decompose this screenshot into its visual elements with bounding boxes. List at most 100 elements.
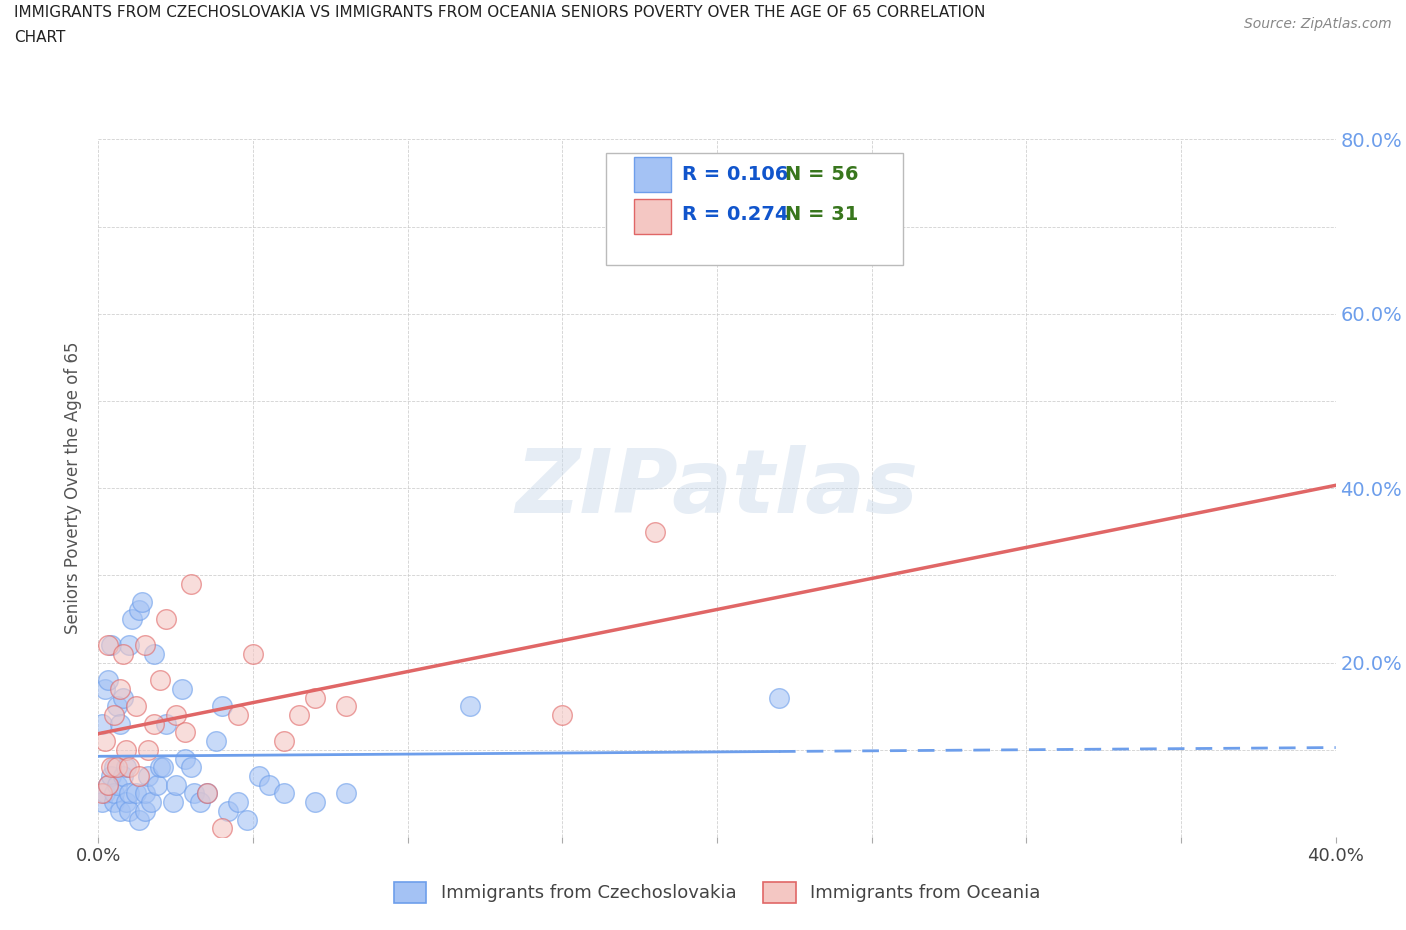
Point <box>128 812 150 827</box>
Point <box>162 794 184 809</box>
Point <box>551 708 574 723</box>
Point <box>183 786 205 801</box>
Y-axis label: Seniors Poverty Over the Age of 65: Seniors Poverty Over the Age of 65 <box>65 342 83 634</box>
Point <box>174 751 197 766</box>
Point <box>190 794 212 809</box>
Point <box>97 672 120 687</box>
Point <box>112 646 135 661</box>
Point <box>97 777 120 792</box>
Bar <box>634 199 671 233</box>
Point <box>205 734 228 749</box>
Point <box>115 742 138 757</box>
Point <box>211 698 233 713</box>
Point <box>124 698 146 713</box>
Point <box>97 777 120 792</box>
Point <box>108 804 131 818</box>
Point <box>155 612 177 627</box>
Point <box>242 646 264 661</box>
Point <box>195 786 218 801</box>
Point <box>226 708 249 723</box>
Point <box>100 768 122 783</box>
Point <box>217 804 239 818</box>
Point <box>103 708 125 723</box>
Point <box>226 794 249 809</box>
Point <box>90 786 112 801</box>
Point <box>152 760 174 775</box>
Point <box>165 708 187 723</box>
Point <box>149 672 172 687</box>
Point <box>118 804 141 818</box>
Point <box>211 821 233 836</box>
Point <box>97 638 120 653</box>
Point <box>112 768 135 783</box>
Point <box>288 708 311 723</box>
Point <box>103 794 125 809</box>
Point <box>180 760 202 775</box>
Point <box>128 603 150 618</box>
Point <box>136 742 159 757</box>
Point <box>121 612 143 627</box>
Point <box>273 786 295 801</box>
Point <box>304 690 326 705</box>
Point <box>236 812 259 827</box>
Point <box>155 716 177 731</box>
Point <box>93 786 115 801</box>
Point <box>105 698 128 713</box>
Point <box>644 525 666 539</box>
Point <box>100 638 122 653</box>
Point <box>304 794 326 809</box>
Point <box>103 760 125 775</box>
Point <box>136 768 159 783</box>
Point <box>458 698 481 713</box>
Point <box>143 716 166 731</box>
Point <box>143 646 166 661</box>
Point <box>335 786 357 801</box>
Point <box>149 760 172 775</box>
Point <box>105 777 128 792</box>
Point <box>108 716 131 731</box>
Legend: Immigrants from Czechoslovakia, Immigrants from Oceania: Immigrants from Czechoslovakia, Immigran… <box>385 872 1049 911</box>
Point <box>100 760 122 775</box>
Point <box>273 734 295 749</box>
Point <box>146 777 169 792</box>
Point <box>103 786 125 801</box>
Point <box>108 682 131 697</box>
Point <box>93 734 115 749</box>
Point <box>134 638 156 653</box>
Point <box>118 638 141 653</box>
Point <box>247 768 270 783</box>
Point <box>170 682 193 697</box>
FancyBboxPatch shape <box>606 153 903 265</box>
Text: Source: ZipAtlas.com: Source: ZipAtlas.com <box>1244 17 1392 31</box>
Point <box>257 777 280 792</box>
Text: N = 31: N = 31 <box>785 206 859 224</box>
Point <box>128 768 150 783</box>
Point <box>180 577 202 591</box>
Point <box>105 760 128 775</box>
Point <box>90 794 112 809</box>
Point <box>112 690 135 705</box>
Point <box>124 786 146 801</box>
Point <box>93 682 115 697</box>
Point <box>134 804 156 818</box>
Text: IMMIGRANTS FROM CZECHOSLOVAKIA VS IMMIGRANTS FROM OCEANIA SENIORS POVERTY OVER T: IMMIGRANTS FROM CZECHOSLOVAKIA VS IMMIGR… <box>14 5 986 20</box>
Point <box>174 725 197 740</box>
Text: ZIPatlas: ZIPatlas <box>516 445 918 532</box>
Point <box>165 777 187 792</box>
Bar <box>634 157 671 192</box>
Point <box>768 690 790 705</box>
Text: N = 56: N = 56 <box>785 165 859 184</box>
Point <box>139 794 162 809</box>
Text: R = 0.106: R = 0.106 <box>682 165 789 184</box>
Point <box>118 786 141 801</box>
Point <box>118 760 141 775</box>
Point <box>195 786 218 801</box>
Text: CHART: CHART <box>14 30 66 45</box>
Text: R = 0.274: R = 0.274 <box>682 206 789 224</box>
Point <box>335 698 357 713</box>
Point <box>115 760 138 775</box>
Point <box>90 716 112 731</box>
Point <box>115 794 138 809</box>
Point <box>134 786 156 801</box>
Point <box>131 594 153 609</box>
